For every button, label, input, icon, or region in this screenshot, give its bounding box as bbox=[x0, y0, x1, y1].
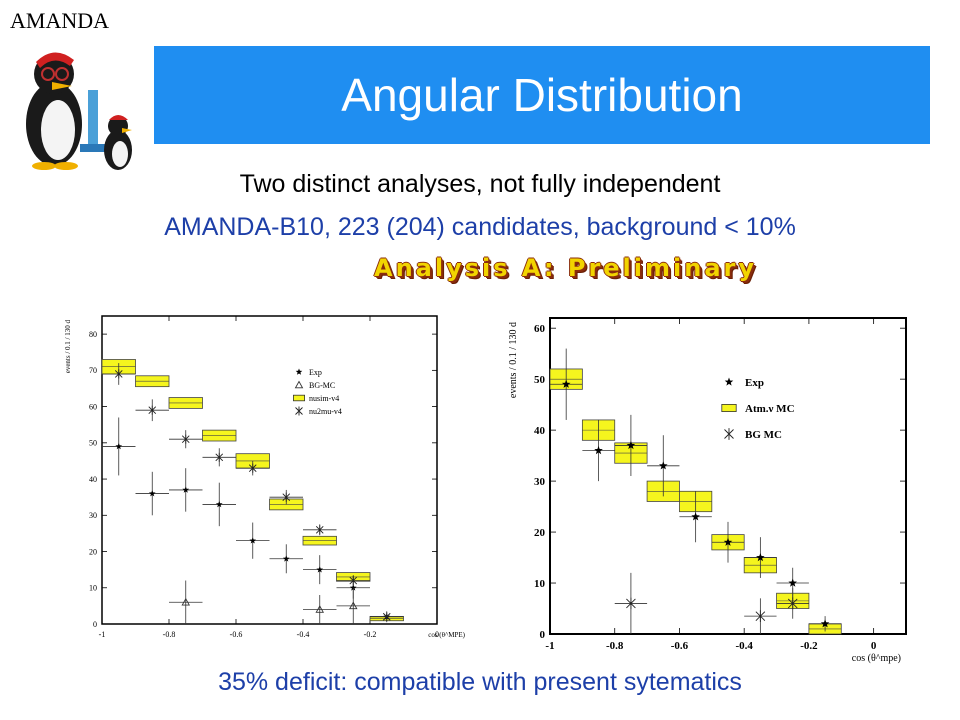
analysis-tag: Analysis A: Preliminary bbox=[374, 254, 758, 282]
series-bg-mc bbox=[169, 580, 370, 624]
y-tick-label: 50 bbox=[89, 439, 97, 448]
x-axis-title: cos (θ^mpe) bbox=[852, 653, 901, 664]
legend-label: BG-MC bbox=[309, 381, 335, 390]
x-tick-label: -0.6 bbox=[230, 630, 243, 639]
data-point bbox=[148, 405, 157, 415]
y-tick-label: 40 bbox=[89, 475, 97, 484]
y-tick-label: 20 bbox=[89, 547, 97, 556]
data-point bbox=[148, 490, 156, 497]
y-tick-label: 40 bbox=[534, 425, 546, 437]
data-point bbox=[181, 434, 190, 444]
penguin-mascot-logo bbox=[26, 52, 132, 170]
subtitle-candidates: AMANDA-B10, 223 (204) candidates, backgr… bbox=[164, 213, 796, 241]
x-tick-label: -1 bbox=[99, 630, 106, 639]
legend-marker bbox=[724, 428, 734, 440]
footer-deficit-note: 35% deficit: compatible with present syt… bbox=[218, 668, 742, 696]
plot-frame bbox=[101, 315, 438, 625]
data-point bbox=[248, 463, 257, 473]
y-tick-label: 0 bbox=[93, 620, 97, 629]
data-point bbox=[659, 461, 668, 470]
x-tick-label: -1 bbox=[545, 640, 554, 652]
y-tick-label: 70 bbox=[89, 366, 97, 375]
data-point bbox=[594, 446, 603, 455]
legend-label: Atm.ν MC bbox=[745, 403, 795, 415]
data-point bbox=[787, 597, 798, 610]
data-point bbox=[561, 379, 571, 388]
data-point bbox=[788, 578, 797, 587]
data-point bbox=[756, 553, 765, 562]
subtitle-analyses: Two distinct analyses, not fully indepen… bbox=[239, 170, 721, 198]
series-bg-mc bbox=[614, 572, 809, 634]
data-point bbox=[115, 442, 123, 450]
data-point bbox=[723, 537, 733, 546]
x-tick-label: -0.6 bbox=[671, 640, 689, 652]
data-point bbox=[181, 597, 191, 606]
corner-label: AMANDA bbox=[10, 8, 109, 33]
title-banner: Angular Distribution bbox=[154, 46, 930, 144]
y-tick-label: 10 bbox=[89, 584, 97, 593]
series-exp bbox=[550, 348, 842, 632]
y-tick-label: 60 bbox=[89, 402, 97, 411]
legend-marker bbox=[721, 404, 737, 413]
data-point bbox=[316, 566, 324, 573]
data-point bbox=[626, 597, 636, 610]
data-point bbox=[349, 584, 357, 591]
y-tick-label: 30 bbox=[534, 476, 546, 488]
x-tick-label: -0.8 bbox=[606, 640, 624, 652]
y-tick-label: 20 bbox=[534, 527, 546, 539]
data-point bbox=[315, 525, 324, 535]
data-point bbox=[820, 619, 830, 628]
y-tick-label: 0 bbox=[540, 629, 546, 641]
y-tick-label: 80 bbox=[89, 330, 97, 339]
data-point bbox=[215, 500, 223, 508]
data-point bbox=[315, 605, 325, 613]
data-point bbox=[114, 369, 123, 379]
data-point bbox=[215, 452, 224, 462]
legend-label: nu2mu-v4 bbox=[309, 407, 342, 416]
y-tick-label: 10 bbox=[534, 578, 546, 590]
data-point bbox=[249, 537, 257, 544]
chart-analysis-b: -1 -0.8 -0.6 -0.4 -0.2 0 0 10 20 30 40 50 60 events /… bbox=[508, 317, 907, 664]
series-exp bbox=[102, 417, 404, 623]
legend-marker bbox=[724, 377, 734, 386]
data-point bbox=[282, 555, 290, 562]
x-tick-label: 0 bbox=[871, 640, 877, 652]
legend-label: Exp bbox=[309, 368, 322, 377]
data-point bbox=[182, 486, 190, 493]
page-title: Angular Distribution bbox=[341, 69, 743, 121]
plot-frame bbox=[549, 317, 907, 635]
y-tick-label: 60 bbox=[534, 323, 546, 335]
legend-marker bbox=[295, 368, 303, 375]
data-point bbox=[382, 612, 391, 622]
data-point bbox=[349, 575, 358, 586]
legend-marker bbox=[294, 380, 304, 389]
data-point bbox=[755, 610, 766, 623]
legend-label: nusim-v4 bbox=[309, 394, 339, 403]
y-tick-label: 50 bbox=[534, 374, 546, 386]
series-nusim-v4 bbox=[101, 359, 404, 622]
x-tick-label: -0.2 bbox=[364, 630, 377, 639]
data-point bbox=[282, 492, 291, 502]
legend-label: Exp bbox=[745, 377, 764, 389]
x-tick-label: -0.4 bbox=[297, 630, 310, 639]
x-tick-label: -0.4 bbox=[735, 640, 753, 652]
x-axis-title: cos (θ^MPE) bbox=[428, 631, 465, 639]
y-axis-title: events / 0.1 / 130 d bbox=[508, 322, 519, 398]
legend-label: BG MC bbox=[745, 429, 782, 441]
x-tick-label: 0 bbox=[435, 630, 439, 639]
x-tick-label: -0.8 bbox=[163, 630, 176, 639]
y-tick-label: 30 bbox=[89, 511, 97, 520]
legend-marker bbox=[295, 406, 303, 416]
data-point bbox=[626, 440, 636, 450]
y-axis-title: events / 0.1 / 130 d bbox=[64, 320, 72, 374]
x-tick-label: -0.2 bbox=[800, 640, 818, 652]
data-point bbox=[348, 601, 358, 610]
chart-analysis-a: -1 -0.8 -0.6 -0.4 -0.2 0 0 10 20 30 40 50 60 70 80 even… bbox=[64, 315, 466, 639]
data-point bbox=[691, 512, 700, 521]
series-nu2mu-v4 bbox=[102, 363, 404, 622]
legend-marker bbox=[292, 394, 305, 402]
